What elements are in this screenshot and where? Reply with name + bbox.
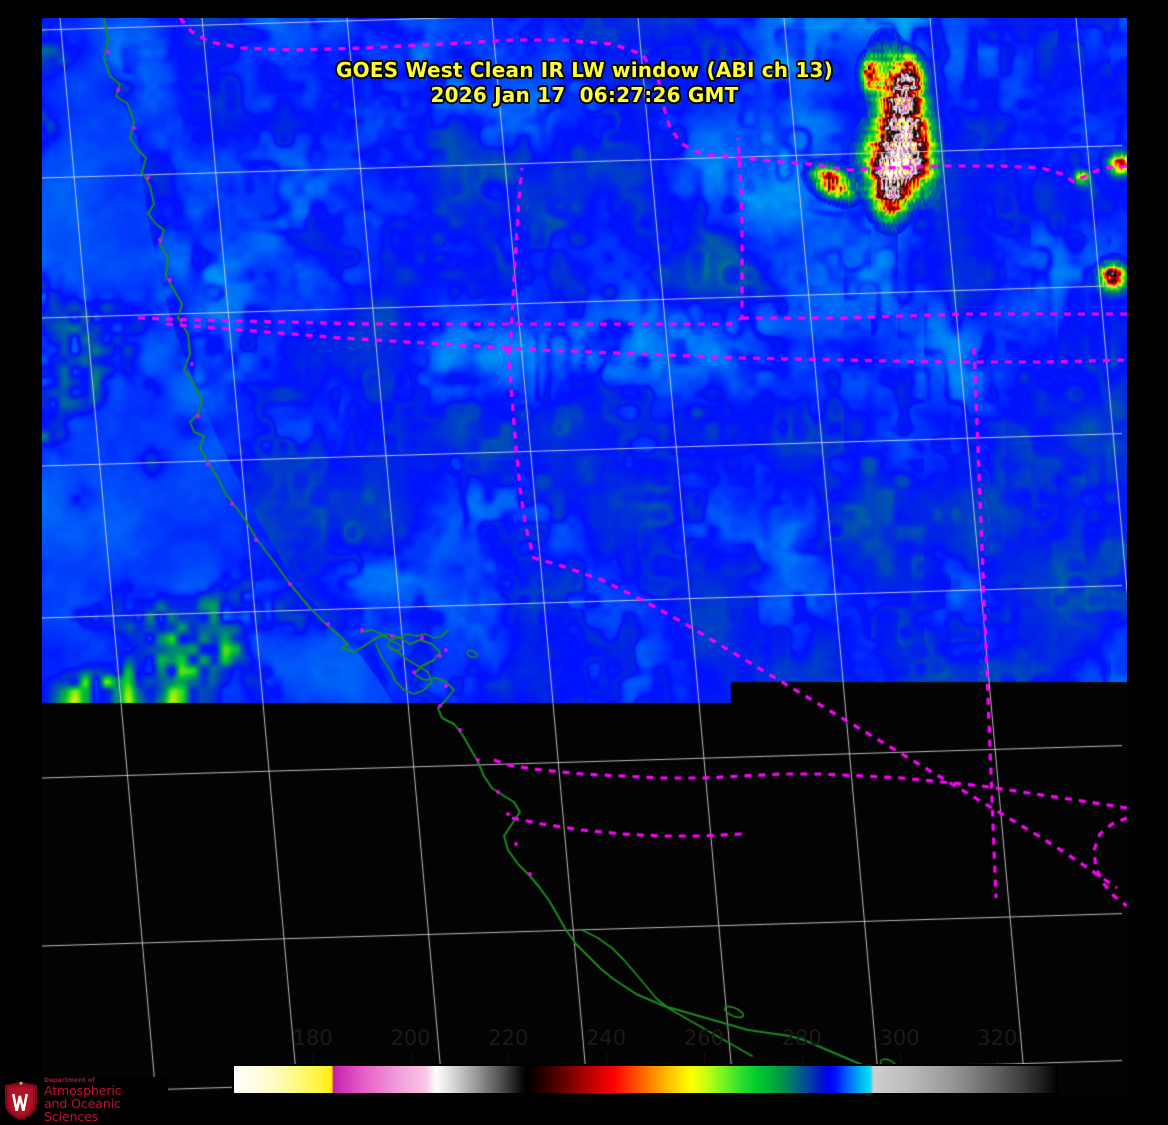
colorbar-tick bbox=[899, 1053, 901, 1062]
colorbar-tick-label: 180 bbox=[292, 1026, 333, 1050]
logo-line-2: and Oceanic Sciences bbox=[44, 1096, 121, 1124]
colorbar-tick-label: 320 bbox=[977, 1026, 1018, 1050]
colorbar-tick-label: 260 bbox=[683, 1026, 724, 1050]
colorbar-tick bbox=[312, 1053, 314, 1062]
map-overlay-layer bbox=[42, 18, 1127, 1096]
colorbar-tick-label: 200 bbox=[390, 1026, 431, 1050]
satellite-image-panel: GOES West Clean IR LW window (ABI ch 13)… bbox=[42, 18, 1127, 1096]
colorbar-tick bbox=[508, 1053, 510, 1062]
colorbar-tick bbox=[801, 1053, 803, 1062]
colorbar-tick-label: 220 bbox=[488, 1026, 529, 1050]
colorbar-tick bbox=[410, 1053, 412, 1062]
colorbar-tick bbox=[997, 1053, 999, 1062]
colorbar-tick-label: 300 bbox=[879, 1026, 920, 1050]
colorbar-gradient bbox=[232, 1064, 1058, 1095]
colorbar-tick-label: 240 bbox=[586, 1026, 627, 1050]
colorbar-tick bbox=[606, 1053, 608, 1062]
logo-line-1: Atmospheric bbox=[44, 1083, 122, 1099]
colorbar-tick bbox=[703, 1053, 705, 1062]
colorbar: 180 200 220 240 260 280 300 320 bbox=[232, 1026, 1058, 1095]
logo-wordmark: Department of Atmospheric and Oceanic Sc… bbox=[44, 1078, 168, 1123]
logo-department-label: Department of bbox=[44, 1077, 95, 1085]
colorbar-tick-label: 280 bbox=[781, 1026, 822, 1050]
institution-logo: Department of Atmospheric and Oceanic Sc… bbox=[0, 1077, 168, 1125]
uw-madison-crest-icon bbox=[5, 1081, 37, 1120]
